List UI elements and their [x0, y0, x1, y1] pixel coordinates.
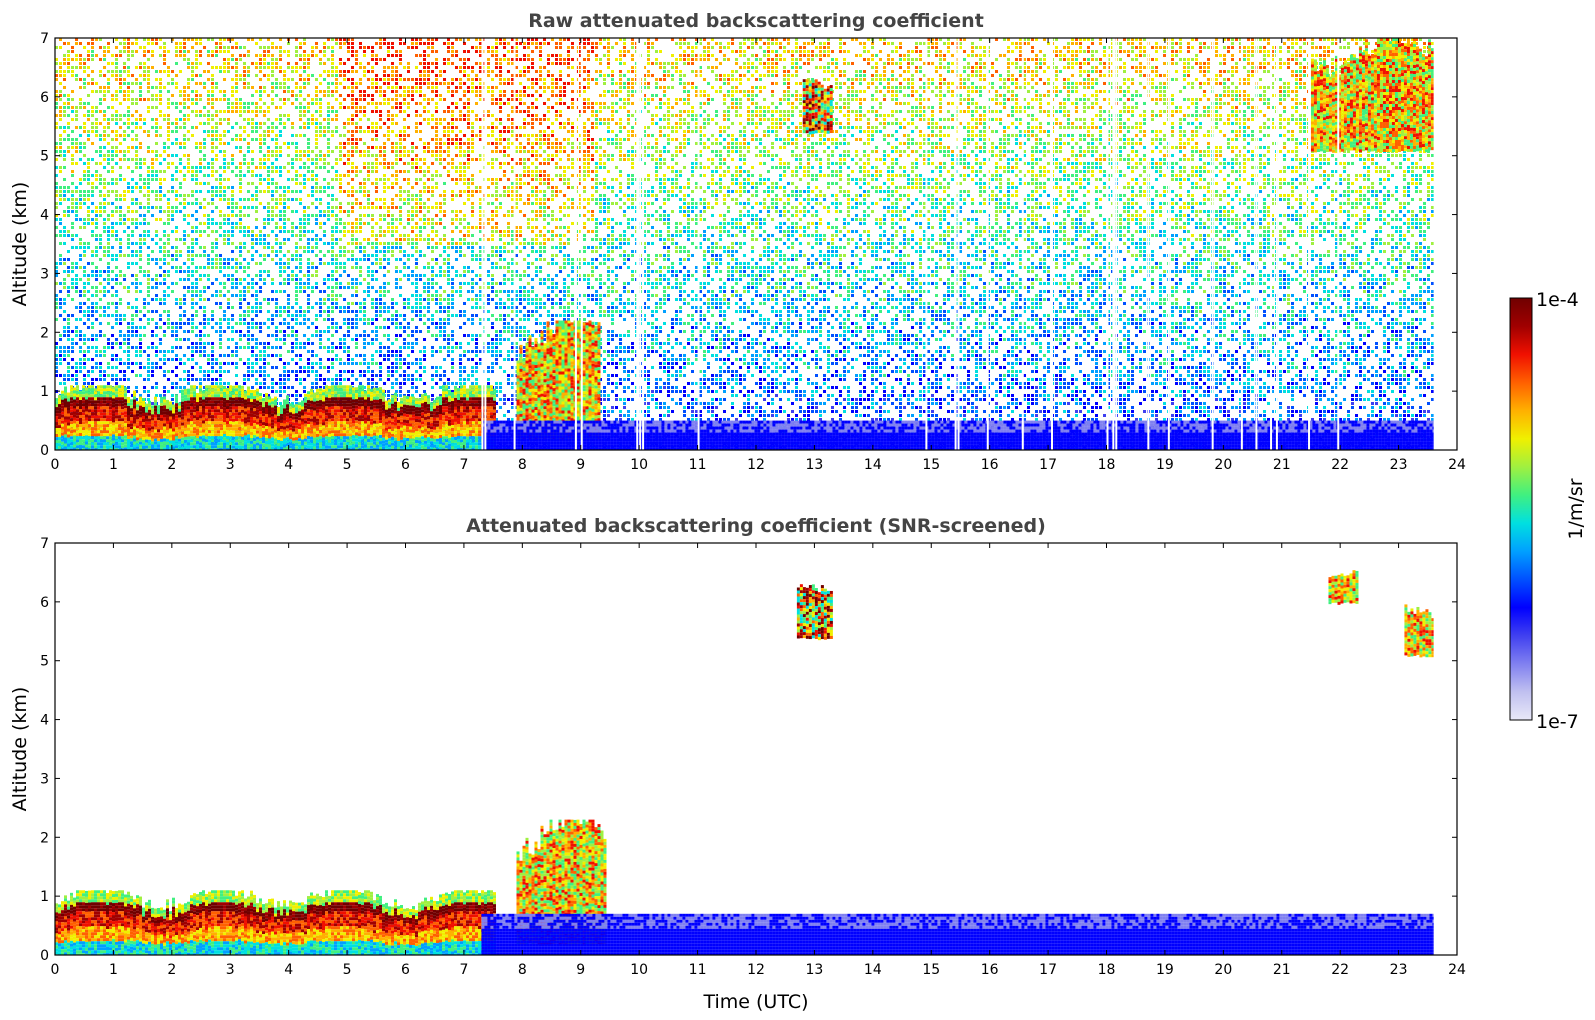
panel-raw-y-ticks: 0 1 2 3 4 5 6 7	[40, 31, 1457, 459]
x-tick-label: 4	[284, 457, 293, 473]
y-tick-label: 2	[40, 325, 49, 341]
x-tick-label: 22	[1331, 962, 1349, 978]
x-tick-label: 24	[1448, 962, 1466, 978]
feature-cloud	[796, 584, 833, 641]
x-tick-label: 10	[630, 962, 648, 978]
panel-screened-y-axis-label: Altitude (km)	[9, 687, 31, 812]
x-tick-label: 18	[1098, 962, 1116, 978]
y-tick-label: 1	[40, 889, 49, 905]
x-tick-label: 18	[1098, 457, 1116, 473]
x-tick-label: 0	[51, 457, 60, 473]
noise-field	[55, 38, 1434, 449]
x-axis-label: Time (UTC)	[702, 991, 808, 1013]
feature-cloud	[1310, 38, 1434, 153]
x-tick-label: 8	[518, 962, 527, 978]
y-tick-label: 6	[40, 90, 49, 106]
x-tick-label: 5	[343, 962, 352, 978]
x-tick-label: 1	[109, 457, 118, 473]
x-tick-label: 14	[864, 962, 882, 978]
y-tick-label: 5	[40, 654, 49, 670]
x-tick-label: 9	[576, 962, 585, 978]
feature-near-surface-signal	[481, 420, 1436, 450]
x-tick-label: 11	[689, 457, 707, 473]
x-tick-label: 14	[864, 457, 882, 473]
x-tick-label: 0	[51, 962, 60, 978]
x-tick-label: 21	[1273, 962, 1291, 978]
x-tick-label: 23	[1390, 962, 1408, 978]
panel-raw-plot	[55, 38, 1457, 450]
x-tick-label: 5	[343, 457, 352, 473]
x-tick-label: 1	[109, 962, 118, 978]
y-tick-label: 5	[40, 149, 49, 165]
y-tick-label: 3	[40, 771, 49, 787]
y-tick-label: 6	[40, 595, 49, 611]
y-tick-label: 3	[40, 266, 49, 282]
y-tick-label: 0	[40, 948, 49, 964]
colorbar-gradient	[1509, 297, 1533, 721]
panel-raw-x-ticks: 0 1 2 3 4 5 6 7 8 9 10 11 12 13 14 15 16 17 18 19 20 21 22 23 24	[51, 38, 1466, 473]
y-tick-label: 2	[40, 830, 49, 846]
y-tick-label: 7	[40, 31, 49, 47]
x-tick-label: 23	[1390, 457, 1408, 473]
x-tick-label: 22	[1331, 457, 1349, 473]
x-tick-label: 16	[981, 962, 999, 978]
feature-near-surface-signal	[481, 913, 1436, 955]
x-tick-label: 17	[1039, 457, 1057, 473]
feature-boundary-layer-aerosol	[55, 890, 496, 955]
x-tick-label: 19	[1156, 457, 1174, 473]
x-tick-label: 6	[401, 457, 410, 473]
panel-raw-y-axis-label: Altitude (km)	[9, 182, 31, 307]
panel-screened: Attenuated backscattering coefficient (S…	[9, 515, 1466, 1013]
colorbar-min-label: 1e-7	[1536, 711, 1579, 733]
x-tick-label: 3	[226, 457, 235, 473]
y-tick-label: 1	[40, 384, 49, 400]
x-tick-label: 20	[1214, 962, 1232, 978]
y-tick-label: 4	[40, 208, 49, 224]
feature-cloud	[802, 79, 833, 135]
no-data-region	[1433, 38, 1457, 450]
x-tick-label: 3	[226, 962, 235, 978]
x-tick-label: 21	[1273, 457, 1291, 473]
x-tick-label: 16	[981, 457, 999, 473]
x-tick-label: 17	[1039, 962, 1057, 978]
x-tick-label: 12	[747, 962, 765, 978]
x-tick-label: 24	[1448, 457, 1466, 473]
feature-boundary-layer-aerosol	[55, 385, 496, 450]
colorbar-max-label: 1e-4	[1536, 289, 1579, 311]
x-tick-label: 2	[167, 962, 176, 978]
x-tick-label: 7	[459, 962, 468, 978]
x-tick-label: 10	[630, 457, 648, 473]
panel-screened-x-ticks: 0 1 2 3 4 5 6 7 8 9 10 11 12 13 14 15 16 17 18 19 20 21 22 23 24	[51, 543, 1466, 978]
x-tick-label: 4	[284, 962, 293, 978]
y-tick-label: 4	[40, 713, 49, 729]
x-tick-label: 7	[459, 457, 468, 473]
panel-raw: Raw attenuated backscattering coefficien…	[9, 10, 1466, 473]
panel-screened-frame	[54, 542, 1458, 956]
x-tick-label: 2	[167, 457, 176, 473]
x-tick-label: 15	[922, 962, 940, 978]
feature-cloud	[1404, 604, 1435, 658]
y-tick-label: 7	[40, 536, 49, 552]
no-data-region	[1433, 543, 1457, 955]
x-tick-label: 9	[576, 457, 585, 473]
x-tick-label: 11	[689, 962, 707, 978]
y-tick-label: 0	[40, 443, 49, 459]
feature-cloud	[1328, 570, 1359, 605]
panel-raw-title: Raw attenuated backscattering coefficien…	[528, 10, 984, 32]
x-tick-label: 15	[922, 457, 940, 473]
panel-screened-y-ticks: 0 1 2 3 4 5 6 7	[40, 536, 1457, 964]
x-tick-label: 6	[401, 962, 410, 978]
colorbar: 1e-4 1e-7 1/m/sr	[1509, 289, 1587, 733]
data-gaps	[481, 38, 1340, 450]
x-tick-label: 12	[747, 457, 765, 473]
x-tick-label: 13	[806, 457, 824, 473]
x-tick-label: 8	[518, 457, 527, 473]
panel-screened-plot	[55, 543, 1457, 955]
x-tick-label: 20	[1214, 457, 1232, 473]
colorbar-unit-label: 1/m/sr	[1565, 478, 1587, 539]
panel-screened-title: Attenuated backscattering coefficient (S…	[466, 515, 1046, 537]
x-tick-label: 13	[806, 962, 824, 978]
x-tick-label: 19	[1156, 962, 1174, 978]
